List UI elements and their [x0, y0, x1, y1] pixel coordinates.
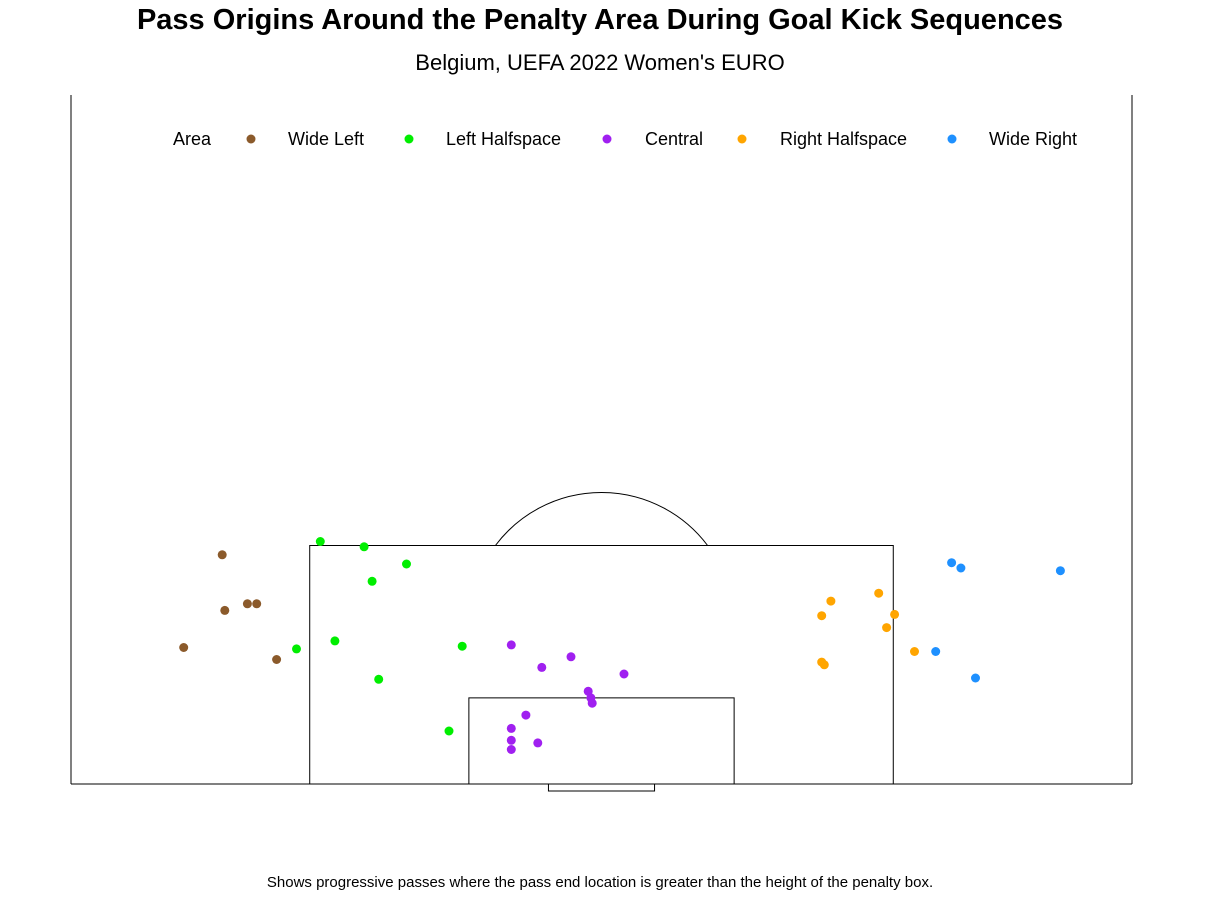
legend-label: Wide Left — [288, 129, 364, 149]
pass-origin-point — [272, 655, 282, 664]
pitch-lines — [70, 95, 1133, 792]
pass-origin-point — [947, 558, 957, 568]
pass-origin-point — [374, 674, 384, 684]
pass-origin-point — [444, 726, 454, 736]
pass-origin-point — [220, 605, 230, 615]
penalty-box — [309, 545, 894, 784]
legend-title: Area — [173, 129, 212, 149]
pass-origin-point — [533, 738, 543, 748]
chart-title: Pass Origins Around the Penalty Area Dur… — [136, 4, 1064, 36]
pass-origin-point — [619, 669, 629, 679]
pass-origin-point — [402, 559, 411, 569]
legend-swatch — [737, 134, 747, 144]
pass-origin-point — [817, 611, 827, 621]
pass-origin-point — [242, 599, 252, 609]
pass-origin-point — [587, 698, 597, 708]
six-yard-box — [468, 697, 735, 784]
pass-origin-point — [1055, 566, 1065, 576]
chart-caption: Shows progressive passes where the pass … — [266, 874, 934, 891]
pass-origin-point — [292, 644, 301, 654]
pass-origin-point — [521, 710, 531, 720]
pass-origin-point — [217, 550, 227, 560]
pass-origin-point — [956, 563, 966, 573]
pass-origin-point — [506, 640, 516, 650]
pass-origin-point — [179, 643, 189, 652]
legend: Area Wide Left Left Halfspace Central Right … — [173, 129, 1077, 149]
pass-origin-point — [819, 660, 829, 670]
penalty-arc — [495, 492, 708, 546]
pass-origin-point — [506, 735, 516, 745]
legend-swatch — [404, 134, 414, 144]
data-points — [179, 537, 1065, 754]
pass-origin-point — [506, 723, 516, 733]
chart-subtitle: Belgium, UEFA 2022 Women's EURO — [415, 50, 785, 75]
legend-label: Right Halfspace — [780, 129, 907, 149]
legend-label: Central — [645, 129, 703, 149]
goal — [547, 784, 656, 792]
pass-origin-point — [910, 647, 919, 656]
pass-origin-point — [537, 662, 547, 672]
pass-origin-point — [457, 641, 467, 651]
pass-origin-point — [826, 596, 836, 606]
pass-origin-point — [359, 542, 369, 552]
legend-swatch — [246, 134, 256, 144]
pass-origin-point — [931, 647, 941, 656]
pass-origin-point — [252, 599, 262, 609]
legend-label: Wide Right — [989, 129, 1077, 149]
pass-origin-point — [874, 588, 884, 598]
pass-origin-point — [566, 652, 576, 662]
pass-origin-point — [367, 576, 377, 586]
pass-origin-point — [506, 745, 516, 754]
pass-origin-point — [315, 537, 325, 546]
legend-swatch — [602, 134, 612, 144]
legend-swatch — [947, 134, 957, 144]
pass-origin-point — [882, 623, 892, 633]
pass-origin-point — [890, 609, 900, 619]
pass-origin-point — [971, 673, 980, 683]
pass-origin-point — [330, 636, 340, 646]
legend-label: Left Halfspace — [446, 129, 561, 149]
